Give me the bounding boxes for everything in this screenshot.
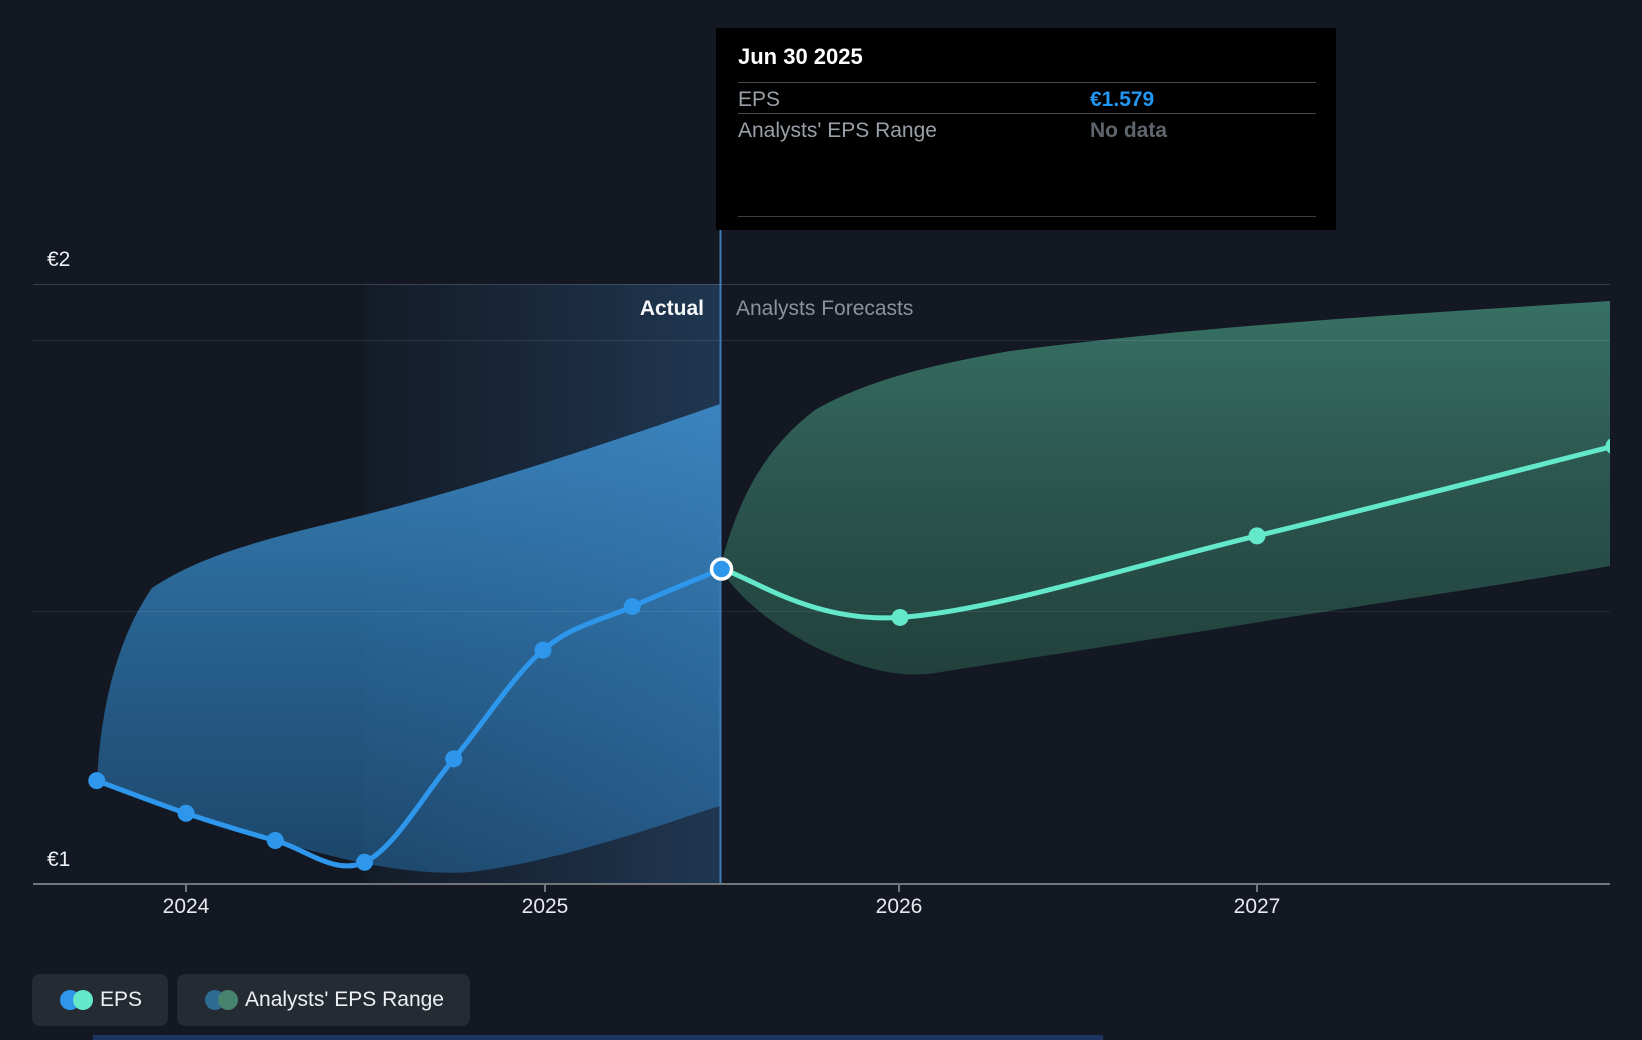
actual-eps-point[interactable] [623, 598, 641, 616]
x-axis-ticks [185, 885, 1258, 892]
actual-eps-point[interactable] [177, 804, 195, 822]
tooltip-eps-label: EPS [738, 88, 781, 111]
tooltip-divider [738, 82, 1316, 83]
forecast-section-label: Analysts Forecasts [736, 297, 914, 320]
legend-label: Analysts' EPS Range [245, 988, 444, 1011]
actual-eps-point[interactable] [534, 641, 552, 659]
actual-section-label: Actual [639, 297, 704, 320]
eps-series-icon [60, 989, 93, 1011]
tooltip-range-value: No data [1090, 119, 1168, 142]
forecast-eps-line [719, 444, 1610, 621]
x-axis-label-2026: 2026 [875, 895, 923, 918]
x-axis-label-2025: 2025 [521, 895, 569, 918]
actual-eps-point[interactable] [266, 831, 284, 849]
dots-layer[interactable] [88, 527, 1266, 871]
y-axis-label-1: €1 [47, 848, 71, 871]
forecast-range-band [720, 301, 1610, 675]
tooltip-divider [738, 113, 1316, 114]
forecast-eps-point[interactable] [891, 608, 909, 626]
range-series-icon [205, 989, 239, 1011]
legend-label: EPS [100, 988, 143, 1011]
tooltip-date-title: Jun 30 2025 [738, 44, 863, 69]
actual-eps-point[interactable] [445, 750, 463, 768]
tooltip-range-row: Analysts' EPS Range No data [738, 115, 1316, 145]
legend-item-analysts-eps-range[interactable]: Analysts' EPS Range [177, 974, 470, 1026]
bottom-progress-strip [93, 1035, 1103, 1040]
x-axis-label-2027: 2027 [1233, 895, 1281, 918]
current-eps-point[interactable] [709, 557, 734, 581]
actual-eps-line [94, 566, 724, 869]
actual-eps-point[interactable] [88, 772, 106, 790]
x-axis-label-2024: 2024 [162, 895, 210, 918]
tooltip-eps-value: €1.579 [1090, 88, 1155, 111]
chart-legend: EPS Analysts' EPS Range [32, 974, 470, 1026]
forecast-eps-point[interactable] [1605, 438, 1623, 455]
series-layer [94, 438, 1623, 869]
tooltip-eps-row: EPS €1.579 [738, 84, 1316, 114]
legend-item-eps[interactable]: EPS [32, 974, 169, 1026]
forecast-eps-point[interactable] [1248, 527, 1266, 545]
y-axis-label-2: €2 [47, 248, 71, 271]
actual-eps-point[interactable] [356, 853, 373, 871]
tooltip-divider [738, 216, 1316, 217]
tooltip-range-label: Analysts' EPS Range [738, 119, 937, 142]
highlight-window [364, 284, 720, 884]
chart-tooltip: Jun 30 2025 EPS €1.579 Analysts' EPS Ran… [716, 28, 1336, 230]
